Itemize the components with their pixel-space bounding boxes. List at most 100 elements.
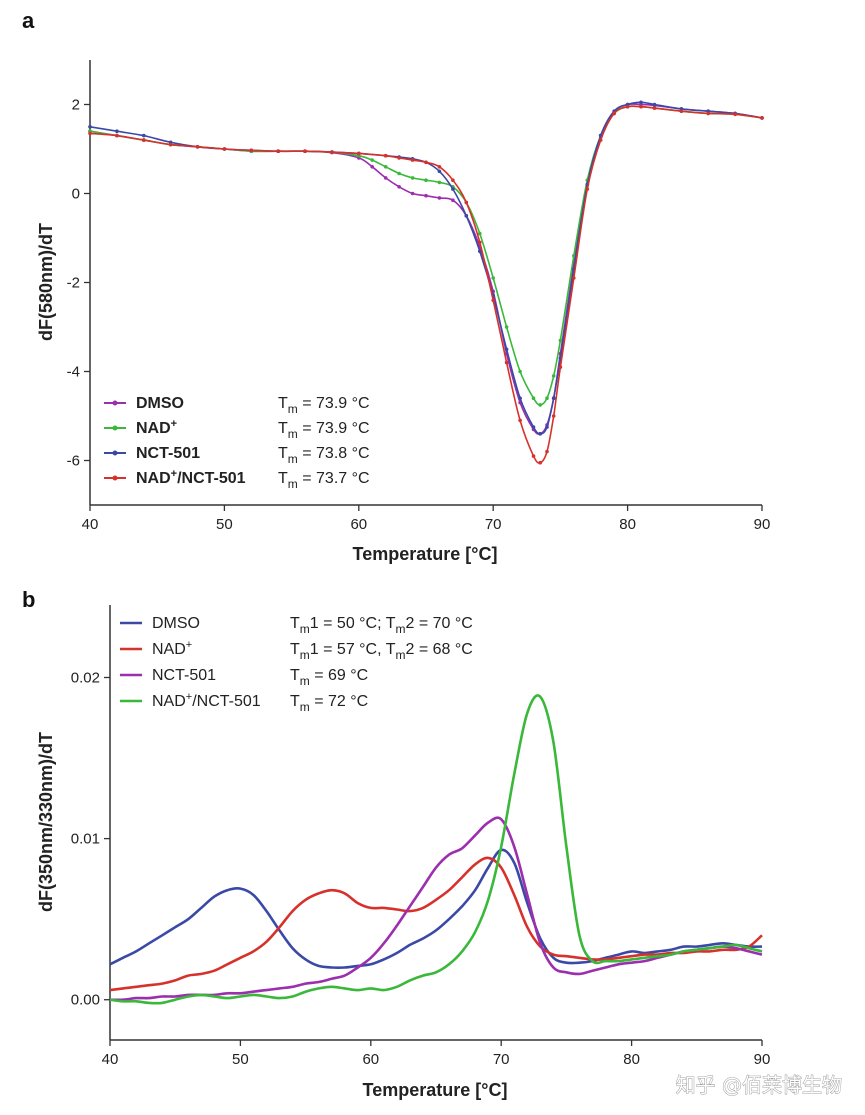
data-point bbox=[437, 169, 442, 174]
legend-item: NAD+​/NCT-501 Tm = 73.7 °C bbox=[104, 468, 370, 491]
panel-b-chart: b 40 50 60 70 80 90 0.00 0.01 0.02 Temperature [… bbox=[22, 587, 770, 1100]
data-point bbox=[383, 176, 388, 180]
data-point bbox=[478, 231, 482, 236]
data-point bbox=[410, 176, 415, 180]
series-nad- bbox=[88, 104, 764, 407]
data-point bbox=[478, 240, 482, 245]
data-point bbox=[88, 131, 92, 136]
data-point bbox=[572, 254, 576, 258]
data-point bbox=[625, 104, 630, 109]
series-line bbox=[109, 848, 763, 970]
series-nad-nct-501 bbox=[88, 104, 764, 465]
legend-tm-value: Tm = 72 °C bbox=[290, 693, 368, 714]
legend-tm-value: Tm = 69 °C bbox=[290, 667, 368, 688]
y-tick-label: -6 bbox=[67, 453, 80, 470]
data-point bbox=[639, 100, 643, 105]
data-point bbox=[464, 200, 469, 205]
x-tick-label: 60 bbox=[362, 1051, 379, 1068]
y-tick-label: 2 bbox=[72, 97, 80, 114]
data-point bbox=[639, 104, 643, 109]
data-point bbox=[598, 138, 603, 142]
data-point bbox=[491, 276, 496, 280]
x-tick-label: 60 bbox=[350, 516, 367, 533]
data-point bbox=[397, 171, 401, 176]
data-point bbox=[551, 374, 556, 378]
data-point bbox=[545, 396, 549, 401]
data-point bbox=[88, 125, 92, 129]
data-point bbox=[558, 338, 563, 343]
series-line bbox=[109, 694, 763, 1005]
data-point bbox=[518, 418, 522, 423]
x-tick-label: 70 bbox=[485, 516, 502, 533]
data-point bbox=[733, 112, 737, 117]
panel-b-xlabel: Temperature [°C] bbox=[363, 1080, 508, 1100]
series-dmso bbox=[88, 102, 764, 436]
x-tick-label: 80 bbox=[623, 1051, 640, 1068]
data-point bbox=[451, 187, 455, 191]
legend-item: NAD+​ Tm1 = 57 °C, Tm2 = 68 °C bbox=[120, 639, 473, 662]
data-point bbox=[383, 153, 388, 158]
legend-series-name: NAD+​/NCT-501 bbox=[136, 468, 246, 487]
data-point bbox=[424, 193, 428, 198]
x-tick-label: 90 bbox=[754, 1051, 771, 1068]
legend-marker bbox=[112, 425, 118, 431]
series-nct-501 bbox=[88, 100, 764, 436]
data-point bbox=[464, 214, 469, 218]
data-point bbox=[330, 150, 334, 154]
data-point bbox=[531, 396, 536, 401]
data-point bbox=[612, 111, 616, 116]
data-point bbox=[518, 369, 522, 374]
legend-marker bbox=[112, 475, 118, 481]
series-nad- bbox=[109, 856, 763, 992]
legend-item: NAD+​/NCT-501 Tm = 72 °C bbox=[120, 691, 368, 714]
series-line bbox=[109, 816, 763, 1002]
data-point bbox=[504, 325, 509, 329]
data-point bbox=[370, 165, 375, 169]
legend-series-name: NCT-501 bbox=[136, 445, 200, 462]
data-point bbox=[504, 360, 509, 365]
axes: 40 50 60 70 80 90 0.00 0.01 0.02 bbox=[71, 605, 771, 1068]
legend-item: NCT-501 Tm = 73.8 °C bbox=[104, 445, 370, 466]
y-tick-label: -2 bbox=[67, 275, 80, 292]
y-tick-label: -4 bbox=[67, 364, 80, 381]
legend-item: NAD+​ Tm = 73.9 °C bbox=[104, 418, 370, 441]
data-point bbox=[357, 151, 361, 156]
data-point bbox=[760, 116, 764, 120]
panel-a-letter: a bbox=[22, 8, 35, 33]
legend-series-name: DMSO bbox=[136, 395, 184, 412]
legend-series-name: NAD+​ bbox=[136, 418, 177, 437]
x-tick-label: 80 bbox=[619, 516, 636, 533]
series-dmso bbox=[109, 848, 763, 970]
data-point bbox=[383, 165, 388, 169]
data-point bbox=[706, 111, 710, 116]
panel-a-chart: a 40 50 60 70 80 90-6-4-202 Temperature [°C] … bbox=[22, 8, 770, 564]
series-line bbox=[109, 856, 763, 992]
data-point bbox=[397, 156, 401, 160]
legend-item: NCT-501 Tm = 69 °C bbox=[120, 667, 368, 688]
x-tick-label: 70 bbox=[493, 1051, 510, 1068]
data-point bbox=[551, 414, 556, 418]
data-point bbox=[538, 432, 542, 436]
data-point bbox=[451, 198, 455, 202]
panel-a-xlabel: Temperature [°C] bbox=[353, 544, 498, 564]
data-point bbox=[424, 160, 428, 165]
data-point bbox=[518, 396, 522, 401]
series-nct-501 bbox=[109, 816, 763, 1002]
data-point bbox=[437, 165, 442, 169]
data-point bbox=[222, 147, 227, 151]
legend-tm-value: Tm1 = 50 °C; Tm2 = 70 °C bbox=[290, 615, 473, 636]
series-nad-nct-501 bbox=[109, 694, 763, 1005]
series-line bbox=[89, 101, 763, 435]
legend-item: DMSO Tm = 73.9 °C bbox=[104, 395, 370, 416]
legend-series-name: NAD+​ bbox=[152, 639, 192, 658]
x-tick-label: 40 bbox=[82, 516, 99, 533]
legend-tm-value: Tm = 73.8 °C bbox=[278, 445, 370, 466]
y-tick-label: 0.01 bbox=[71, 831, 100, 848]
data-point bbox=[168, 142, 173, 147]
x-tick-label: 50 bbox=[216, 516, 233, 533]
x-tick-label: 40 bbox=[102, 1051, 119, 1068]
y-tick-label: 0.02 bbox=[71, 670, 100, 687]
data-point bbox=[652, 102, 657, 107]
data-point bbox=[585, 187, 590, 191]
